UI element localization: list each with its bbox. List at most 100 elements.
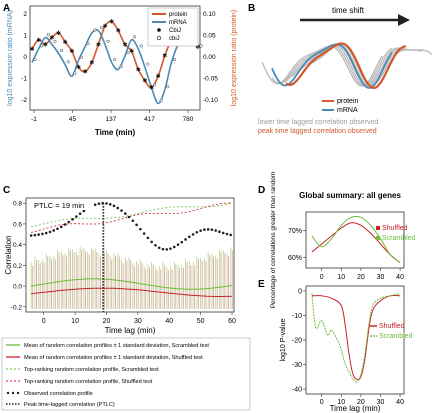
panel-c-observed-point: [172, 245, 176, 249]
panel-d-xtick-label: 20: [357, 274, 365, 281]
panel-c-xtick-label: 0: [42, 318, 46, 325]
legend-shuffled-mean: Mean of random correlation profiles ± 1 …: [24, 355, 203, 361]
panel-c-observed-point: [56, 227, 59, 231]
panel-a-legend-mrna: mRNA: [169, 20, 187, 26]
panel-a-marker-filled: ✱: [142, 78, 147, 85]
panel-a-marker-open: [93, 28, 97, 32]
panel-a-marker-filled: ✱: [83, 69, 88, 76]
legend-ptlc: Peak time-lagged correlation (PTLC): [24, 402, 115, 408]
panel-c-top-scrambled: [31, 202, 233, 228]
panel-d-series-scrambled: [311, 215, 401, 264]
panel-a-ylabel-left: log10 expression ratio (mRNA): [7, 10, 14, 106]
panel-a-ytick-left-label: -2: [21, 97, 27, 104]
panel-a-marker-filled: ✱: [156, 73, 161, 80]
legend-swatch-observed: [6, 391, 20, 395]
panel-c-ytick-label: 0.6: [13, 221, 22, 228]
panel-a-marker-filled: ✱: [49, 35, 54, 42]
panel-c-xtick-label: 60: [228, 318, 236, 325]
panel-c-observed-point: [161, 247, 165, 251]
panel-c-xtick-label: 20: [103, 318, 111, 325]
panel-c-observed-point: [44, 231, 48, 235]
panel-c-ptlc-annotation: PTLC = 19 min: [34, 201, 84, 210]
panel-letter-e: E: [258, 279, 265, 290]
panel-c-mean-shuffled: [31, 287, 233, 298]
panel-a-marker-open: [99, 26, 103, 30]
panel-a-chart: ✱✱✱✱✱✱✱✱✱✱✱✱✱✱✱✱✱✱✱✱✱✱✱✱✱✱ -145137417780…: [7, 5, 238, 137]
panel-a-xtick-label: 45: [69, 116, 77, 123]
panel-d-legend-shuffled-swatch: [376, 226, 380, 230]
panel-c-observed-point: [180, 240, 184, 244]
panel-a-marker-filled: ✱: [122, 41, 127, 48]
panel-d-xtick-label: 10: [337, 274, 345, 281]
panel-e-legend: Shuffled Scrambled: [370, 323, 413, 340]
panel-b-diagram: time shift protein mRNA lower time lagge…: [258, 6, 433, 135]
panel-a-ytick-left-label: 2: [23, 11, 27, 18]
panel-a-marker-open: [53, 39, 57, 43]
panel-e-ytick-label: -40: [292, 387, 302, 394]
panel-c-xtick-label: 40: [165, 318, 173, 325]
panel-a-marker-filled: ✱: [109, 19, 114, 26]
panel-b-arrow-head: [398, 14, 410, 26]
panel-e-ytick-label: -20: [292, 338, 302, 345]
legend-observed: Observed correlation profile: [24, 391, 93, 397]
panel-d-chart: Global summary: all genes 0 10 20 30 40 70% 60…: [270, 172, 416, 309]
legend-observed-dot-2: [11, 391, 15, 395]
panel-c-observed-point: [191, 233, 195, 236]
panel-a-marker-filled: ✱: [36, 37, 41, 44]
panel-c-observed-point: [188, 235, 191, 239]
panel-c-observed-point: [59, 225, 63, 229]
panel-c-frame: [25, 197, 235, 313]
panel-a-legend: protein mRNA CbiJ cbiJ: [147, 7, 199, 47]
panel-c-observed-point: [75, 215, 78, 218]
panel-a-xtick-label: 417: [144, 116, 155, 123]
panel-a-marker-filled: ✱: [162, 53, 167, 60]
panel-c-observed-point: [63, 223, 67, 226]
panel-c-mean-scrambled: [31, 278, 233, 290]
panel-letter-a: A: [3, 3, 10, 14]
panel-c-ytick-label: -0.2: [11, 304, 23, 311]
panel-e-xtick-label: 30: [377, 399, 385, 406]
panel-a-marker-open: [79, 55, 84, 59]
panel-letter-c: C: [3, 185, 10, 196]
panel-a-marker-open: [40, 44, 44, 48]
panel-e-xtick-label: 0: [320, 399, 324, 406]
panel-c-observed-point: [206, 228, 210, 231]
panel-a-marker-filled: ✱: [116, 28, 121, 35]
panel-d-xtick-label: 0: [320, 274, 324, 281]
panel-c-legend: Mean of random correlation profiles ± 1 …: [1, 337, 251, 411]
panel-a-ytick-right-label: 0.10: [203, 11, 216, 18]
panel-b-caption-lower: lower time lagged correlation observed: [258, 119, 378, 126]
panel-a-ytick-right-label: -0.05: [203, 76, 218, 83]
panel-b-gray-wave: [281, 44, 403, 87]
panel-c-ytick-label: 0.4: [13, 242, 22, 249]
panel-c-observed-point: [48, 230, 52, 234]
panel-a-marker-filled: ✱: [56, 30, 61, 37]
panel-c-xtick-label: 50: [197, 318, 205, 325]
panel-c-observed-point: [112, 204, 116, 208]
panel-c-observed-point: [142, 232, 146, 235]
panel-c-observed-point: [146, 236, 150, 240]
panel-c-observed-point: [120, 209, 123, 212]
panel-c-observed-point: [203, 228, 206, 231]
panel-c-observed-point: [116, 206, 120, 210]
panel-a-marker-filled: ✱: [63, 39, 68, 46]
panel-c-observed-point: [214, 229, 217, 232]
panel-a-ytick-left-label: -1: [21, 76, 27, 83]
panel-c-observed-point: [127, 215, 131, 219]
panel-e-xtick-label: 40: [396, 399, 404, 406]
panel-a-xtick-label: 137: [106, 116, 117, 123]
panel-a-marker-open: [126, 51, 130, 55]
panel-c-annotation-bg: [32, 200, 94, 210]
panel-c-chart: 0 10 20 30 40 50 60 0.8 0.6 0.4 0.2 0.0 -0.2 PTLC = …: [4, 197, 236, 335]
panel-e-ylabel: log10 P-value: [280, 318, 287, 361]
panel-a-marker-filled: ✱: [149, 85, 154, 92]
panel-a-ytick-left-label: 0: [23, 54, 27, 61]
panel-a-marker-filled: ✱: [103, 23, 108, 30]
panel-d-legend-scrambled: Scrambled: [382, 235, 416, 242]
panel-c-observed-point: [195, 230, 199, 234]
panel-a-marker-open: [60, 48, 64, 53]
panel-a-marker-open: [172, 57, 176, 62]
panel-a-marker-open: [106, 39, 110, 43]
panel-e-ytick-label: -10: [292, 313, 302, 320]
